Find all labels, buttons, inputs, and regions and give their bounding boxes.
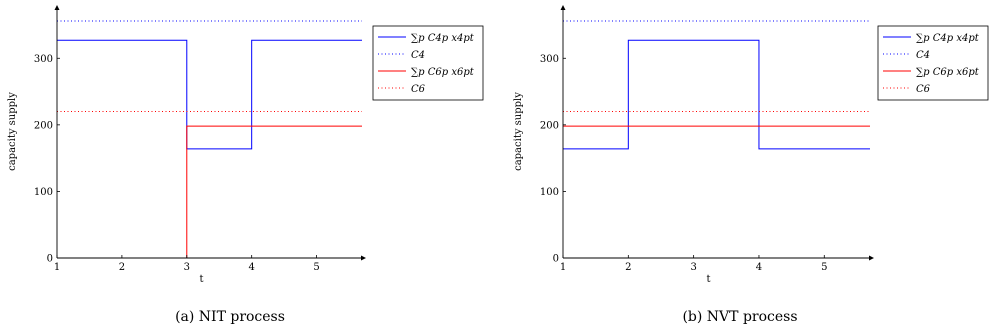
y-tick-label: 200 xyxy=(540,120,559,131)
x-tick-label: 2 xyxy=(119,262,125,273)
panel-caption: (b) NVT process xyxy=(682,309,797,325)
legend-box xyxy=(877,25,989,101)
legend-entry: C6 xyxy=(411,84,426,95)
y-tick-label: 100 xyxy=(540,187,559,198)
series-line-3 xyxy=(57,125,362,259)
x-tick-label: 1 xyxy=(54,262,60,273)
y-axis-label: capacity supply xyxy=(513,92,524,171)
legend: ∑p C4p x4pt C4 ∑p C6p x6pt C6 xyxy=(372,25,484,101)
y-axis-arrow xyxy=(54,5,60,10)
y-tick-label: 300 xyxy=(34,54,53,65)
x-tick-label: 3 xyxy=(184,262,190,273)
y-axis-arrow xyxy=(560,5,566,10)
x-axis-label: t xyxy=(199,274,203,285)
legend-entry: ∑p C4p x4pt xyxy=(411,33,475,44)
legend-entry: ∑p C6p x6pt xyxy=(916,67,980,78)
y-tick-label: 0 xyxy=(47,254,53,265)
y-tick-label: 200 xyxy=(34,120,53,131)
legend-entry: C6 xyxy=(916,84,931,95)
x-tick-label: 5 xyxy=(313,262,319,273)
x-tick-label: 5 xyxy=(821,262,827,273)
series-line-1 xyxy=(57,39,362,150)
x-axis-label: t xyxy=(706,274,710,285)
chart-panel-2: 1 2 3 4 5 0 100 200 300 t capacity supply ∑p C4p x4… xyxy=(513,5,989,325)
y-tick-label: 0 xyxy=(553,254,559,265)
x-tick-label: 3 xyxy=(690,262,696,273)
legend-entry: C4 xyxy=(411,50,425,61)
series-line-1 xyxy=(563,39,870,150)
x-tick-label: 2 xyxy=(625,262,631,273)
x-tick-label: 4 xyxy=(756,262,762,273)
panel-caption: (a) NIT process xyxy=(175,309,285,325)
legend-entry: C4 xyxy=(916,50,930,61)
legend-box xyxy=(372,25,484,101)
x-axis-arrow xyxy=(361,255,366,261)
y-tick-label: 100 xyxy=(34,187,53,198)
legend: ∑p C4p x4pt C4 ∑p C6p x6pt C6 xyxy=(877,25,989,101)
y-axis-label: capacity supply xyxy=(7,92,18,171)
x-tick-label: 4 xyxy=(248,262,254,273)
x-tick-label: 1 xyxy=(560,262,566,273)
y-tick-label: 300 xyxy=(540,54,559,65)
chart-panel-1: 1 2 3 4 5 0 100 200 300 t capacity supply ∑p C4p x4… xyxy=(7,5,484,325)
legend-entry: ∑p C4p x4pt xyxy=(916,33,980,44)
x-axis-arrow xyxy=(869,255,874,261)
legend-entry: ∑p C6p x6pt xyxy=(411,67,475,78)
